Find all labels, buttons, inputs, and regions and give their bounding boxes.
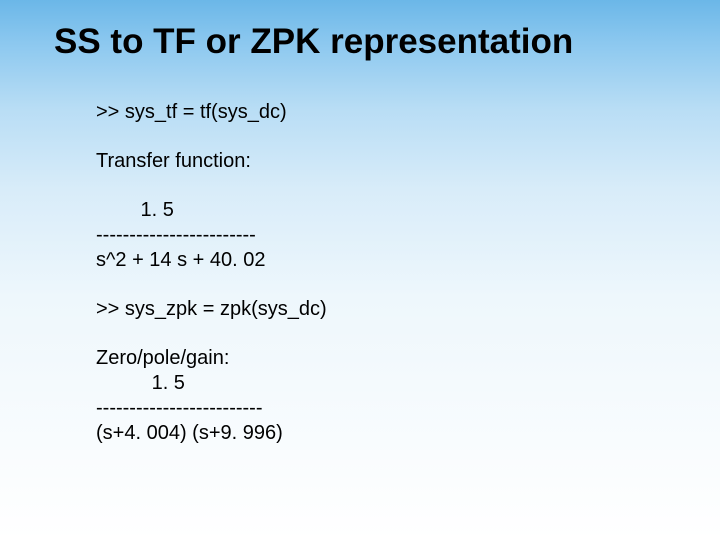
slide-title: SS to TF or ZPK representation: [54, 22, 573, 62]
tf-denominator: s^2 + 14 s + 40. 02: [96, 248, 327, 273]
spacer: [96, 125, 327, 149]
slide-body: >> sys_tf = tf(sys_dc) Transfer function…: [96, 100, 327, 446]
spacer: [96, 174, 327, 198]
tf-numerator: 1. 5: [96, 198, 327, 223]
slide: SS to TF or ZPK representation >> sys_tf…: [0, 0, 720, 540]
zpk-numerator: 1. 5: [96, 371, 327, 396]
spacer: [96, 273, 327, 297]
text-line: Transfer function:: [96, 149, 327, 174]
code-line: >> sys_tf = tf(sys_dc): [96, 100, 327, 125]
tf-divider: ------------------------: [96, 223, 327, 248]
zpk-divider: -------------------------: [96, 396, 327, 421]
spacer: [96, 322, 327, 346]
text-line: Zero/pole/gain:: [96, 346, 327, 371]
zpk-denominator: (s+4. 004) (s+9. 996): [96, 421, 327, 446]
code-line: >> sys_zpk = zpk(sys_dc): [96, 297, 327, 322]
